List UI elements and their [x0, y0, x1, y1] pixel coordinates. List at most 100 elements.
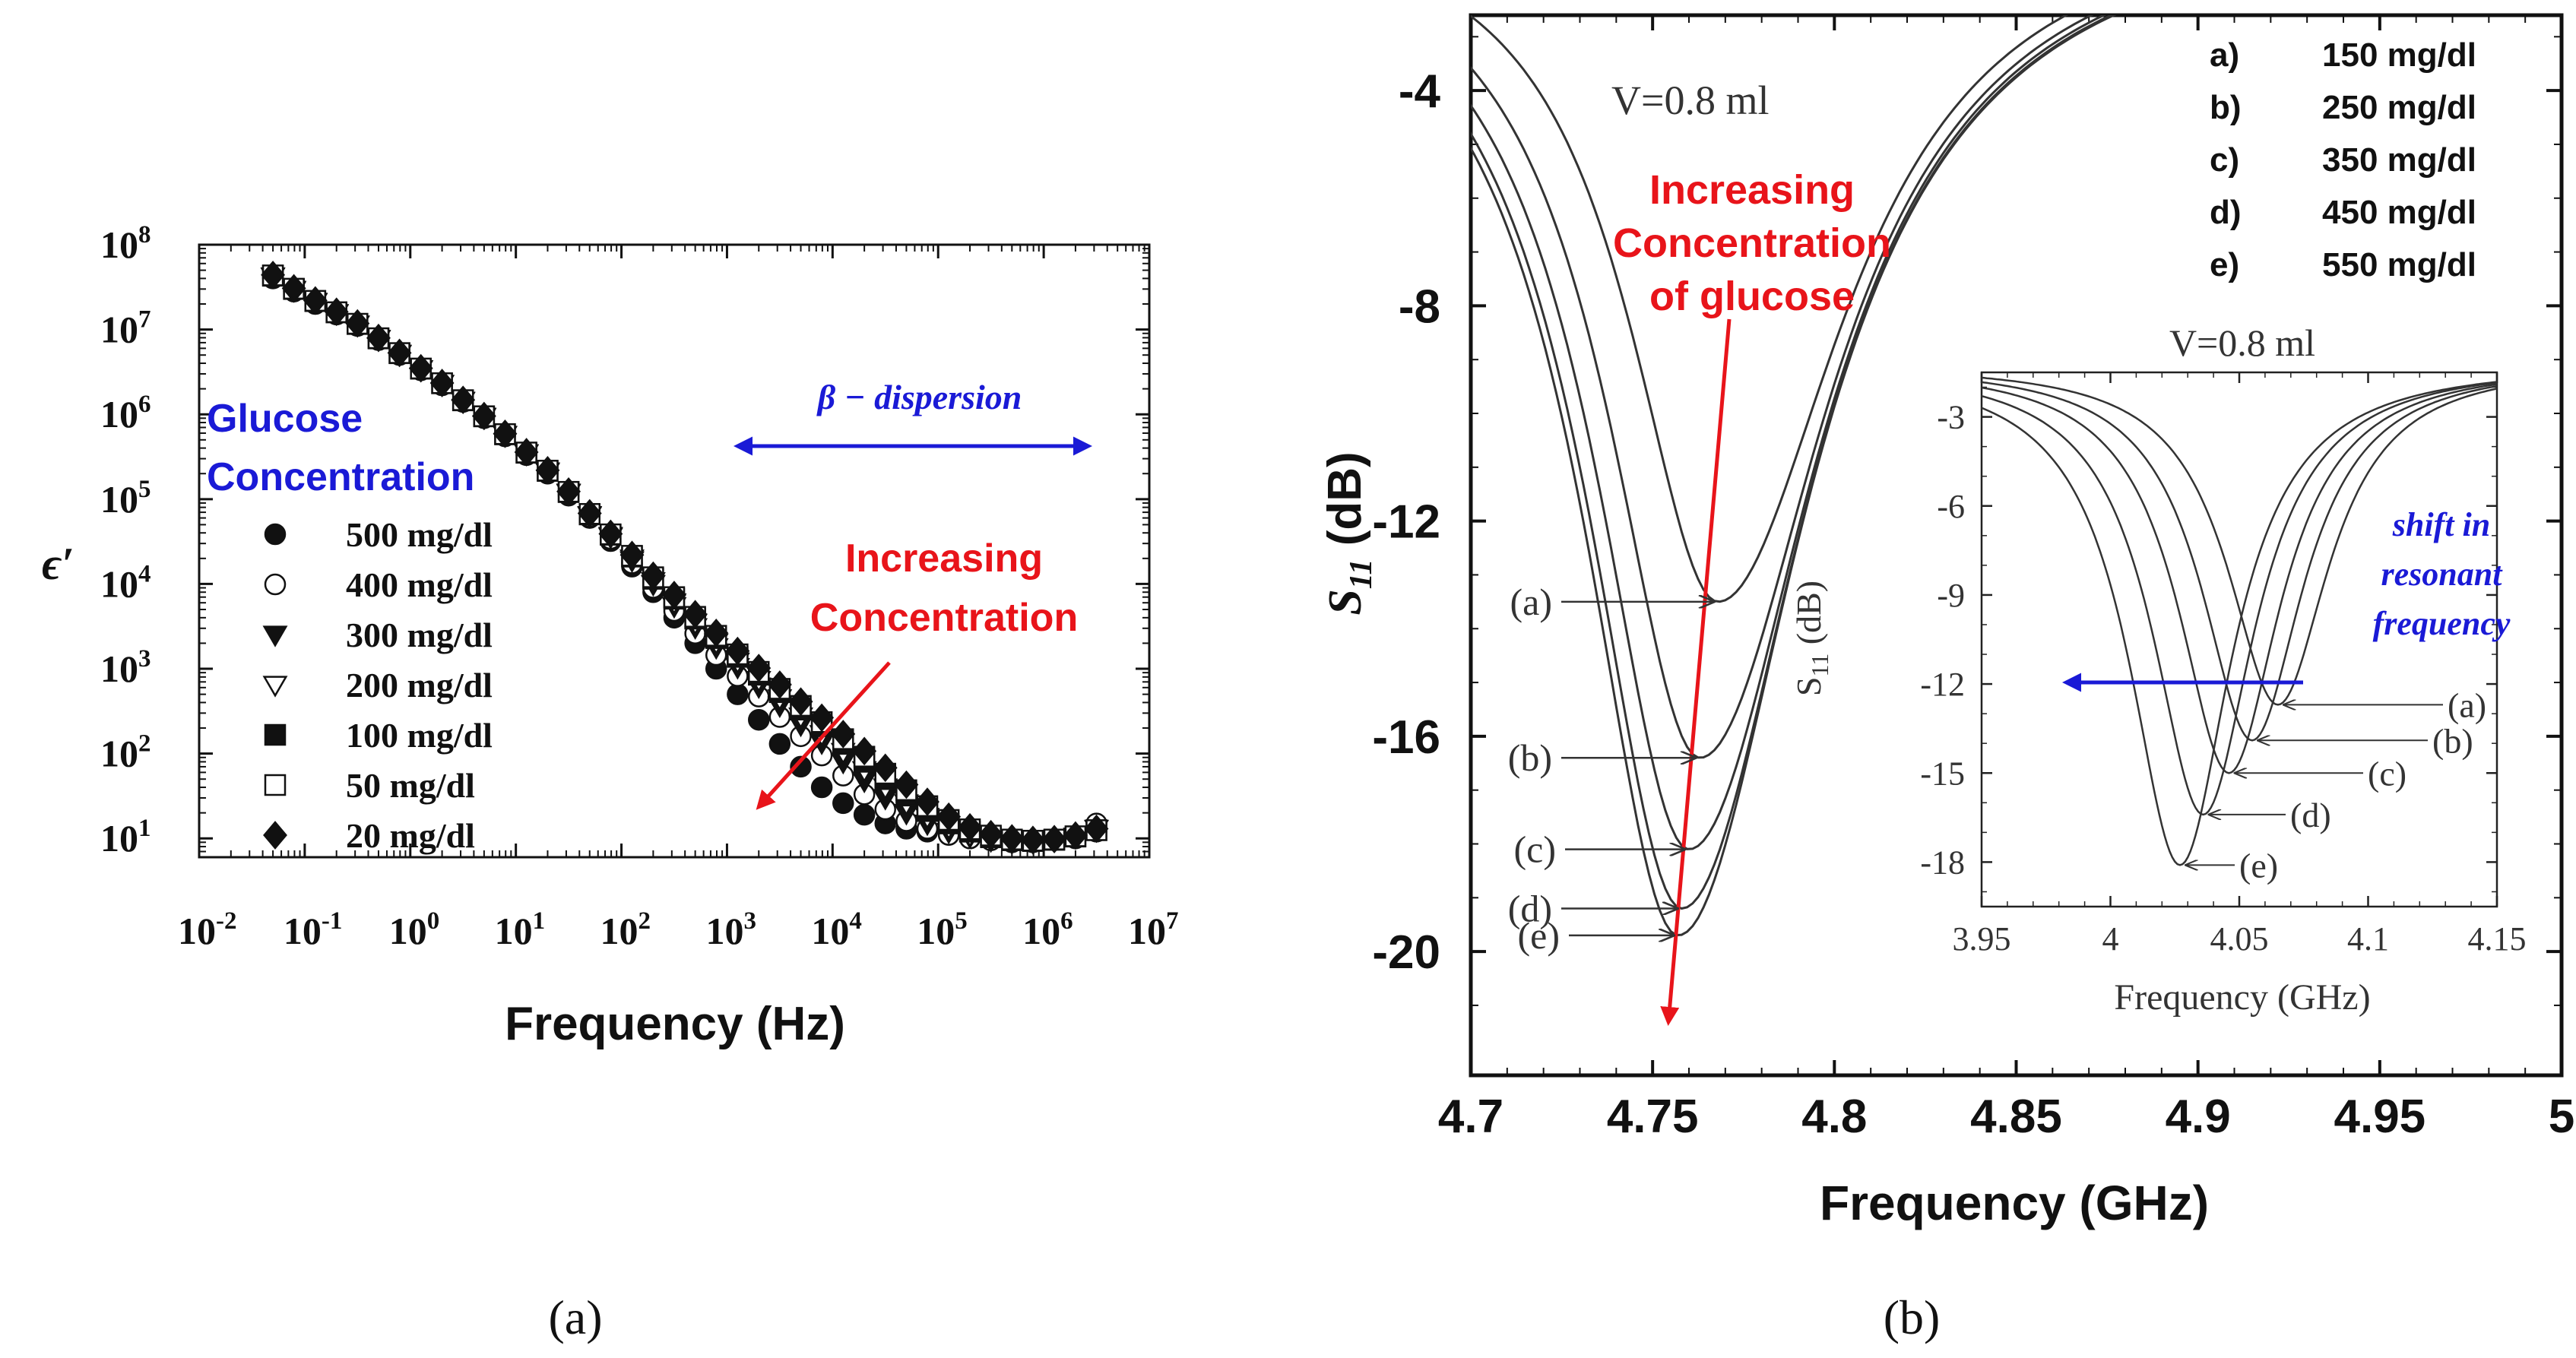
legend-label: 500 mg/dl	[346, 515, 493, 554]
x-tick-label: 4.85	[1970, 1091, 2062, 1143]
data-point	[471, 401, 496, 431]
y-tick-label: 104	[100, 560, 151, 605]
inset-curve-b	[1982, 381, 2497, 742]
panel-a-markers	[260, 260, 1109, 856]
x-tick-label: 5	[2549, 1091, 2574, 1143]
data-point	[894, 770, 919, 799]
data-point	[768, 733, 791, 755]
inset-curve-d	[1982, 381, 2497, 816]
panel-b-increasing-line2: Concentration	[1613, 220, 1891, 266]
panel-b-title: V=0.8 ml	[1611, 78, 1769, 123]
data-point	[598, 519, 623, 549]
y-tick-label: 106	[100, 391, 151, 435]
legend-label: 350 mg/dl	[2322, 141, 2476, 179]
y-tick-label: -16	[1372, 711, 1440, 764]
inset-ticks	[1980, 372, 2498, 907]
inset-x-tick-label: 4.05	[2210, 920, 2269, 958]
inset-callout-label: (a)	[2448, 685, 2486, 724]
data-point	[451, 385, 476, 415]
inset-y-tick-label: -15	[1920, 755, 1965, 792]
x-tick-label: 10-2	[178, 907, 237, 952]
panel-a-ticks	[198, 243, 1151, 857]
data-point	[429, 369, 455, 397]
panel-a-label: (a)	[548, 1290, 602, 1344]
inset-curves	[1982, 376, 2497, 866]
data-point	[746, 654, 772, 682]
inset-title: V=0.8 ml	[2169, 321, 2315, 364]
y-tick-label: -8	[1399, 280, 1440, 333]
panel-b-inset: V=0.8 ml 3.95 4 4.05 4.1 4.15 -3 -6 -9 -12 -15 -1…	[1789, 321, 2527, 1018]
inset-curve-callouts: (a)(b) (c) (d) (e)	[2186, 685, 2486, 885]
legend-label: 250 mg/dl	[2322, 89, 2476, 126]
legend-label: 400 mg/dl	[346, 565, 493, 604]
data-point	[345, 309, 370, 338]
legend-label: 300 mg/dl	[346, 616, 493, 654]
callout-label: (a)	[1510, 581, 1553, 623]
inset-callout-label: (c)	[2368, 754, 2406, 793]
panel-a-increasing-label-line1: Increasing	[845, 537, 1043, 581]
x-tick-label: 106	[1022, 907, 1073, 952]
x-tick-label: 100	[389, 907, 440, 952]
inset-x-tick-label: 4.15	[2468, 920, 2527, 958]
y-tick-label: -12	[1372, 496, 1440, 549]
inset-y-tick-label: -9	[1937, 577, 1965, 614]
legend-marker	[264, 774, 287, 796]
inset-curve-c	[1982, 383, 2497, 774]
x-tick-label: 4.95	[2334, 1091, 2425, 1143]
inset-callout-label: (e)	[2239, 846, 2278, 885]
panel-b-legend: a) 150 mg/dl b) 250 mg/dl c) 350 mg/dl d) 450 m…	[2210, 36, 2476, 283]
inset-x-tick-labels: 3.95 4 4.05 4.1 4.15	[1953, 920, 2527, 958]
data-point	[767, 670, 792, 699]
panel-a-y-tick-labels: 101 102 103 104 105 106 107 108	[100, 221, 151, 859]
data-point	[514, 438, 539, 467]
data-point	[810, 703, 835, 733]
data-point	[725, 636, 750, 666]
data-point	[387, 338, 412, 368]
data-point	[1000, 824, 1025, 853]
inset-callout-label: (b)	[2432, 721, 2473, 760]
inset-curve-e	[1982, 381, 2497, 866]
x-tick-label: 105	[917, 907, 968, 952]
panel-b-y-axis-label: S11 (dB)	[1319, 451, 1379, 615]
data-point	[324, 297, 349, 327]
data-point	[832, 792, 854, 815]
y-tick-label: 107	[100, 306, 151, 351]
data-point	[873, 753, 898, 783]
panel-b-x-tick-labels: 4.7 4.75 4.8 4.85 4.9 4.95 5	[1438, 1091, 2574, 1143]
callout-label: (e)	[1518, 914, 1560, 957]
data-point	[936, 802, 962, 831]
legend-key: d)	[2210, 194, 2242, 231]
panel-b-curve-callouts: (a) (b) (c) (d)(e)	[1508, 581, 1714, 957]
legend-key: c)	[2210, 141, 2239, 179]
legend-label: 100 mg/dl	[346, 716, 493, 755]
inset-y-axis-label: S11 (dB)	[1789, 581, 1833, 696]
y-tick-label: 103	[100, 645, 151, 690]
data-point	[366, 323, 391, 353]
data-point	[1042, 825, 1066, 854]
x-tick-label: 102	[600, 907, 651, 952]
panel-a-legend-title-line2: Concentration	[207, 455, 474, 499]
data-point	[535, 455, 560, 485]
data-point	[641, 561, 666, 590]
callout-label: (d)	[1508, 887, 1552, 929]
legend-marker	[263, 821, 287, 850]
panel-a-legend: 500 mg/dl 400 mg/dl 300 mg/dl 200 mg/dl 100 …	[262, 515, 493, 855]
x-tick-label: 101	[495, 907, 546, 952]
callout-label: (c)	[1514, 828, 1557, 871]
inset-plot-frame	[1980, 371, 2498, 908]
inset-y-tick-labels: -3 -6 -9 -12 -15 -18	[1920, 399, 1965, 882]
inset-x-tick-label: 4.1	[2347, 920, 2389, 958]
y-tick-label: 101	[100, 815, 151, 859]
curve-a	[1471, 15, 2069, 603]
inset-y-tick-label: -12	[1920, 666, 1965, 703]
legend-label: 550 mg/dl	[2322, 246, 2476, 283]
panel-b-curves	[1471, 15, 2117, 937]
legend-key: b)	[2210, 89, 2242, 126]
inset-x-tick-label: 3.95	[1953, 920, 2011, 958]
legend-marker	[264, 723, 287, 746]
curve-b	[1471, 15, 2094, 759]
data-point	[662, 581, 686, 609]
data-point	[915, 787, 939, 816]
panel-a-plot-frame	[198, 243, 1151, 859]
inset-y-tick-label: -3	[1937, 399, 1965, 436]
